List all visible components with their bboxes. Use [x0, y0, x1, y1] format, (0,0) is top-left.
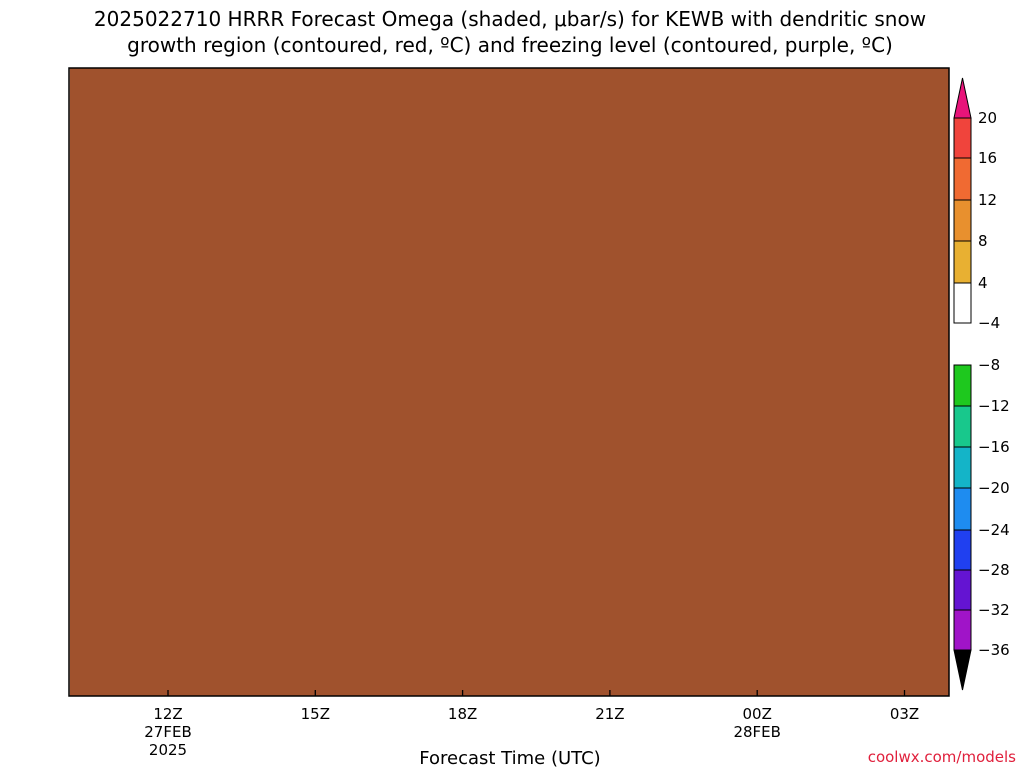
x-axis-label: Forecast Time (UTC)	[419, 748, 600, 768]
colorbar-bin-1	[953, 117, 972, 159]
colorbar-label--24: −24	[978, 521, 1010, 539]
colorbar-label-4: 4	[978, 274, 988, 292]
x-tick-label-12Z: 12Z	[153, 705, 182, 723]
x-tick-label-21Z: 21Z	[595, 705, 624, 723]
colorbar-bin-9	[953, 446, 972, 489]
x-tick-label-03Z: 03Z	[890, 705, 919, 723]
colorbar-label-20: 20	[978, 109, 997, 127]
colorbar-bin-neutral	[953, 282, 972, 324]
colorbar-label-8: 8	[978, 232, 988, 250]
colorbar-bin-4to8	[953, 240, 972, 284]
colorbar-label--32: −32	[978, 601, 1010, 619]
colorbar-bin-7	[953, 364, 972, 407]
colorbar-bin-3	[953, 199, 972, 242]
colorbar-label--28: −28	[978, 561, 1010, 579]
colorbar: 20 16 12 8 4 −4 −8 −12 −16 −20 −24 −28 −32 −36	[953, 77, 1010, 691]
colorbar-label--36: −36	[978, 641, 1010, 659]
terrain-layer	[69, 68, 949, 696]
chart-title-line-1: 2025022710 HRRR Forecast Omega (shaded, …	[94, 7, 926, 31]
terrain-surface	[69, 68, 949, 696]
colorbar-top-triangle	[953, 77, 972, 119]
x-tick-label-18Z: 18Z	[448, 705, 477, 723]
colorbar-bin-12	[953, 569, 972, 611]
credit-text: coolwx.com/models	[868, 748, 1016, 766]
colorbar-label--12: −12	[978, 397, 1010, 415]
plot-frame	[68, 67, 950, 697]
colorbar-label--8: −8	[978, 356, 1000, 374]
colorbar-bottom-triangle	[953, 649, 972, 691]
colorbar-label--16: −16	[978, 438, 1010, 456]
chart-title-line-2: growth region (contoured, red, ºC) and f…	[127, 33, 893, 57]
colorbar-label--4: −4	[978, 314, 1000, 332]
x-year-label: 2025	[149, 741, 187, 759]
colorbar-bin-11	[953, 529, 972, 571]
x-tick-label-15Z: 15Z	[301, 705, 330, 723]
colorbar-bin-8	[953, 405, 972, 448]
x-tick-label-00Z: 00Z	[743, 705, 772, 723]
colorbar-label-12: 12	[978, 191, 997, 209]
colorbar-bin-13	[953, 609, 972, 651]
x-date-label-28FEB: 28FEB	[733, 723, 780, 741]
colorbar-bin-2	[953, 157, 972, 201]
x-date-label-27FEB: 27FEB	[144, 723, 191, 741]
colorbar-bin-10	[953, 487, 972, 531]
colorbar-label--20: −20	[978, 479, 1010, 497]
colorbar-label-16: 16	[978, 149, 997, 167]
